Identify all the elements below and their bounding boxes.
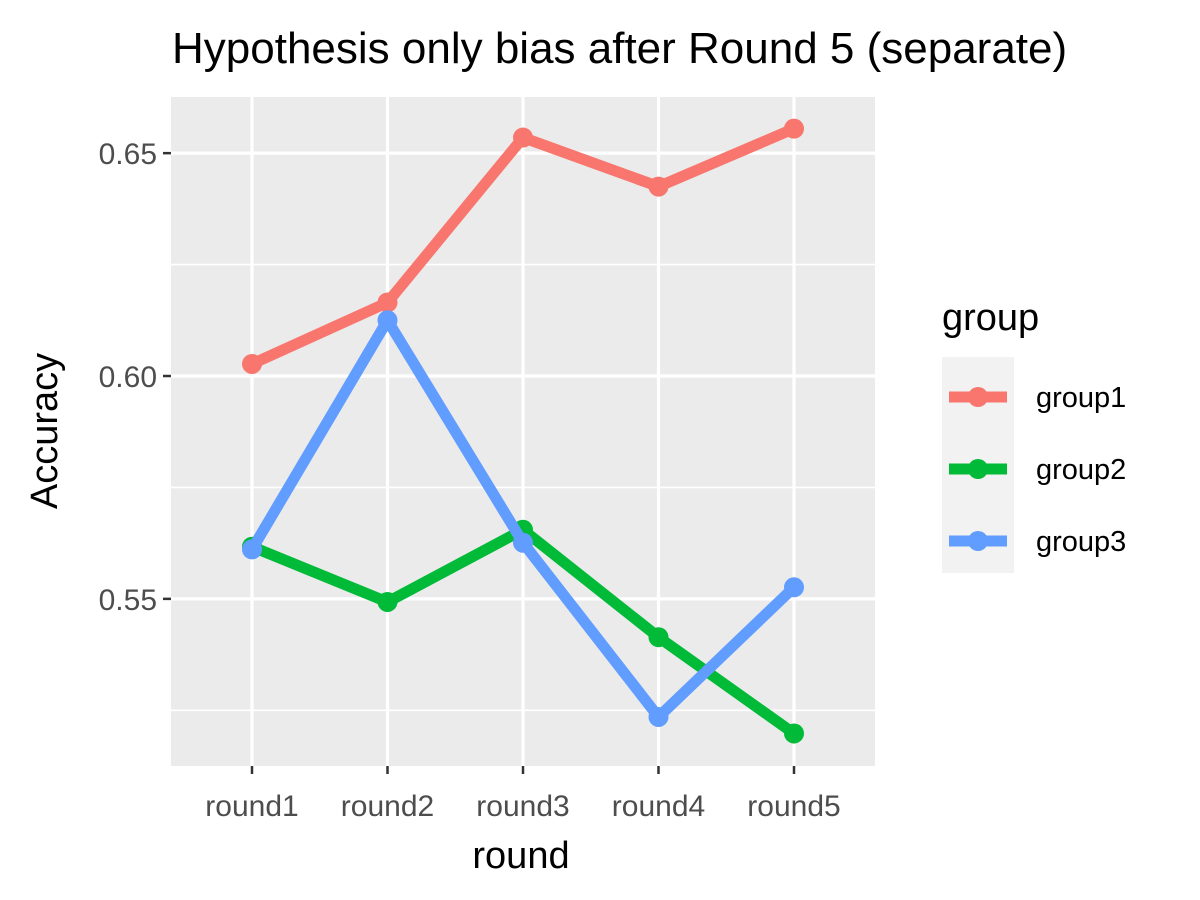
x-tick-label: round3 [476, 790, 569, 823]
data-point-group3 [648, 706, 669, 727]
data-point-group1 [377, 292, 398, 313]
data-point-group2 [784, 723, 804, 744]
x-tick-label: round4 [612, 790, 705, 823]
x-tick-label: round5 [747, 790, 840, 823]
legend-key-point-group3 [968, 531, 988, 551]
y-tick-label: 0.65 [99, 138, 157, 171]
y-tick-label: 0.60 [99, 361, 157, 394]
legend-title: group [942, 297, 1039, 339]
y-axis: 0.55 0.60 0.65 [99, 138, 171, 617]
legend-key-point-group2 [968, 459, 988, 479]
data-point-group3 [513, 532, 533, 553]
legend-label-group1: group1 [1036, 382, 1126, 414]
data-point-group3 [242, 539, 262, 560]
x-axis: round1 round2 round3 round4 round5 [205, 766, 841, 823]
data-point-group1 [784, 118, 804, 139]
series-layer [242, 118, 804, 744]
x-tick-label: round1 [205, 790, 298, 823]
data-point-group2 [648, 627, 669, 648]
data-point-group3 [784, 577, 804, 598]
data-point-group1 [648, 176, 669, 197]
grid-major [171, 97, 875, 766]
data-point-group1 [242, 353, 262, 374]
x-axis-title: round [472, 835, 569, 877]
data-point-group2 [377, 591, 398, 612]
x-tick-label: round2 [341, 790, 434, 823]
data-point-group3 [377, 310, 398, 331]
legend-label-group3: group3 [1036, 526, 1126, 558]
legend-label-group2: group2 [1036, 454, 1126, 486]
legend-key-point-group1 [968, 387, 988, 407]
y-axis-title: Accuracy [24, 353, 66, 509]
data-point-group1 [513, 127, 533, 148]
chart-title: Hypothesis only bias after Round 5 (sepa… [172, 24, 1067, 73]
y-tick-label: 0.55 [99, 584, 157, 617]
legend: group group1 group2 group3 [942, 297, 1126, 573]
